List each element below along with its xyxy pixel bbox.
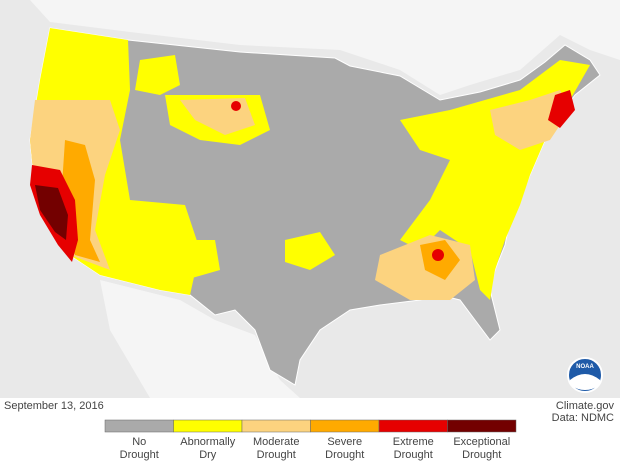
southwest-dry <box>180 240 220 280</box>
dakota-extreme <box>231 101 241 111</box>
credit-line: Data: NDMC <box>552 412 614 424</box>
southeast-extreme <box>432 249 444 261</box>
legend-swatch <box>310 419 380 433</box>
map-date: September 13, 2016 <box>4 400 104 412</box>
texas-dry <box>285 232 335 270</box>
legend-label: Severe <box>327 436 362 448</box>
legend-swatch <box>104 419 174 433</box>
legend-swatch <box>378 419 448 433</box>
canada <box>0 0 620 95</box>
legend-label: Drought <box>325 449 364 461</box>
legend-swatch <box>173 419 243 433</box>
northeast-moderate <box>490 90 570 150</box>
legend-swatch <box>447 419 517 433</box>
legend-label: Dry <box>199 449 217 461</box>
legend: NoDroughtAbnormallyDryModerateDroughtSev… <box>104 419 517 461</box>
legend-swatch <box>241 419 311 433</box>
legend-label: Drought <box>257 449 296 461</box>
legend-label: Drought <box>120 449 159 461</box>
logo-wave <box>570 374 600 390</box>
legend-label: No <box>132 436 146 448</box>
legend-label: Extreme <box>393 436 434 448</box>
montana-dry <box>135 55 180 95</box>
legend-label: Exceptional <box>453 436 510 448</box>
california-exceptional <box>35 185 68 240</box>
legend-label: Drought <box>462 449 501 461</box>
logo-text: NOAA <box>576 364 594 370</box>
northeast-extreme <box>548 90 575 128</box>
legend-label: Abnormally <box>180 436 236 448</box>
legend-label: Moderate <box>253 436 299 448</box>
legend-label: Drought <box>394 449 433 461</box>
us-map <box>29 27 601 386</box>
mexico <box>100 280 300 398</box>
noaa-logo: NOAA <box>567 357 603 393</box>
credit-line: Climate.gov <box>556 400 615 412</box>
